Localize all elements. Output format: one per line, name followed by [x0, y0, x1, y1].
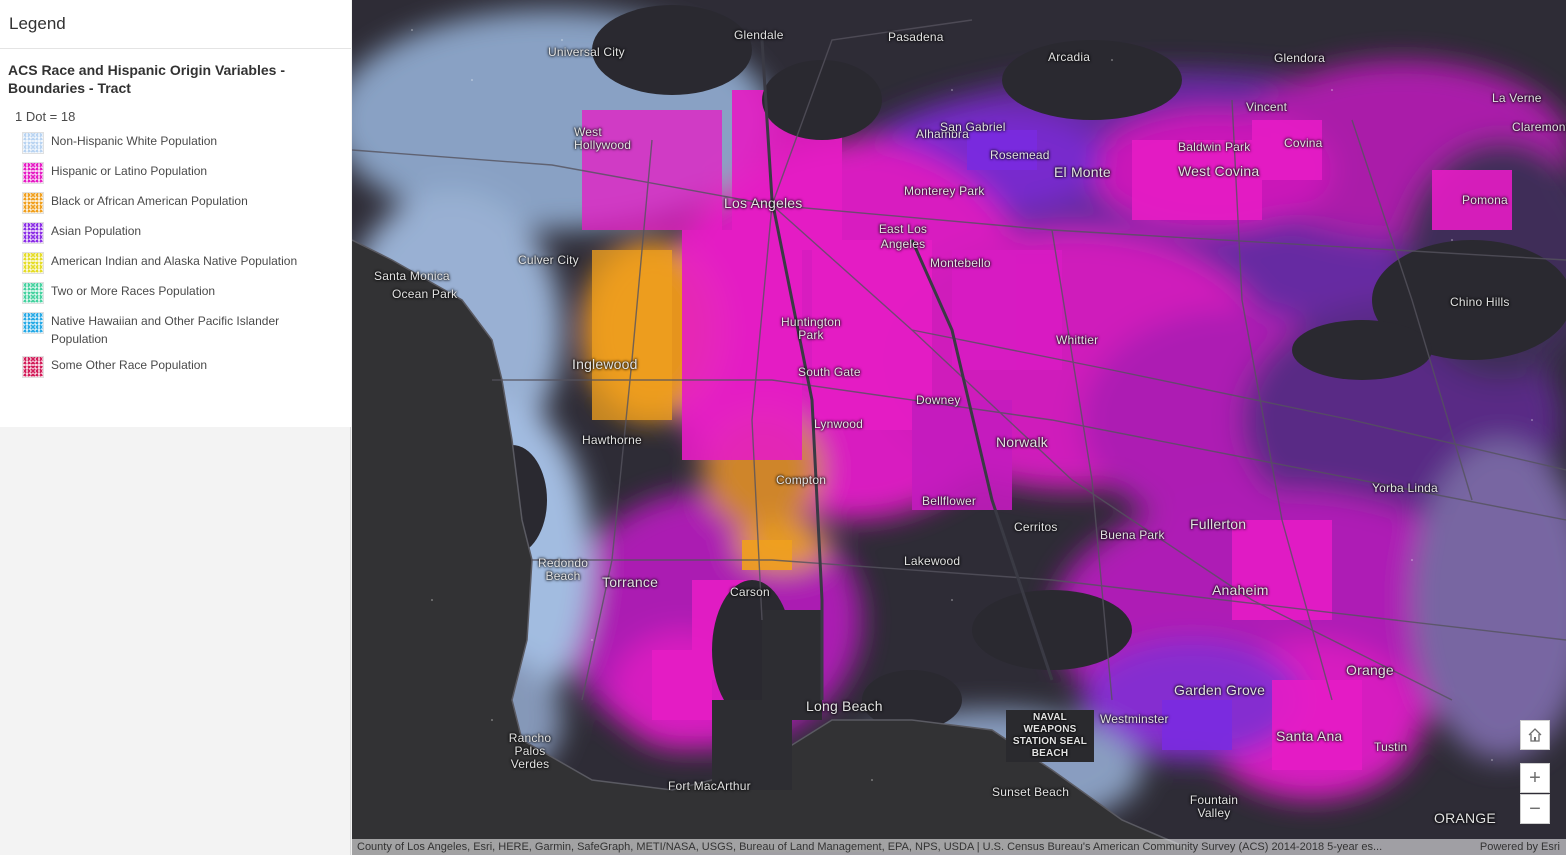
native-american-population-swatch: [22, 252, 44, 274]
place-label: Santa Ana: [1276, 728, 1343, 744]
place-label: Glendora: [1274, 51, 1325, 65]
legend-item: Black or African American Population: [22, 192, 351, 214]
powered-by-esri[interactable]: Powered by Esri: [1479, 841, 1560, 853]
zoom-out-button[interactable]: −: [1520, 794, 1550, 824]
place-label: Long Beach: [806, 698, 883, 714]
pacific-islander-population-swatch: [22, 312, 44, 334]
place-label: South Gate: [798, 365, 861, 379]
place-label: West Hollywood: [574, 125, 632, 152]
place-label: Downey: [916, 393, 961, 407]
place-label: Rancho Palos Verdes: [508, 731, 552, 771]
legend-item: Some Other Race Population: [22, 356, 351, 378]
legend-item: Non-Hispanic White Population: [22, 132, 351, 154]
place-label: Garden Grove: [1174, 682, 1266, 698]
legend-item-label: American Indian and Alaska Native Popula…: [51, 254, 298, 268]
other-race-population-swatch: [22, 356, 44, 378]
legend-item: Native Hawaiian and Other Pacific Island…: [22, 312, 351, 348]
legend-item: Hispanic or Latino Population: [22, 162, 351, 184]
place-label: Vincent: [1246, 100, 1288, 114]
place-label: Fullerton: [1190, 516, 1247, 532]
place-label: Los Angeles: [724, 195, 803, 211]
asian-population-swatch: [22, 222, 44, 244]
basemap: [352, 0, 1566, 855]
place-label: Santa Monica: [374, 269, 450, 283]
place-label: Pasadena: [888, 30, 944, 44]
place-label: Covina: [1284, 136, 1323, 150]
legend-item-label: Black or African American Population: [51, 194, 248, 208]
place-label: La Verne: [1492, 91, 1542, 105]
legend-list: Non-Hispanic White Population Hispanic o…: [0, 124, 351, 378]
place-label: Whittier: [1056, 333, 1099, 347]
place-label: Rosemead: [990, 148, 1050, 162]
place-label: Westminster: [1100, 712, 1169, 726]
legend-header: Legend: [0, 0, 351, 49]
place-label: Fort MacArthur: [668, 779, 751, 793]
place-label: Chino Hills: [1450, 295, 1510, 309]
legend-item: Two or More Races Population: [22, 282, 351, 304]
place-label: Universal City: [548, 45, 625, 59]
layer-title: ACS Race and Hispanic Origin Variables -…: [8, 62, 285, 96]
place-label: Compton: [776, 473, 827, 487]
legend-item-label: Native Hawaiian and Other Pacific Island…: [51, 314, 280, 346]
place-label: Norwalk: [996, 434, 1048, 450]
place-label: Tustin: [1374, 740, 1408, 754]
place-label: Alhambra: [916, 127, 969, 141]
map-view[interactable]: Glendale Pasadena Universal City Arcadia…: [352, 0, 1566, 855]
place-label: Ocean Park: [392, 287, 458, 301]
legend-item-label: Some Other Race Population: [51, 358, 208, 372]
legend-item: Asian Population: [22, 222, 351, 244]
place-label: Inglewood: [572, 356, 638, 372]
place-label: Buena Park: [1100, 528, 1165, 542]
place-label: West Covina: [1178, 163, 1260, 179]
place-label: Anaheim: [1212, 582, 1269, 598]
place-label: ORANGE: [1434, 810, 1496, 826]
legend-card: Legend ACS Race and Hispanic Origin Vari…: [0, 0, 351, 427]
place-label: Lynwood: [814, 417, 863, 431]
place-label: Torrance: [602, 574, 659, 590]
place-label: Culver City: [518, 253, 579, 267]
place-label: Glendale: [734, 28, 784, 42]
place-label: Lakewood: [904, 554, 961, 568]
place-label: Sunset Beach: [992, 785, 1070, 799]
naval-station-label: NAVAL WEAPONS STATION SEAL BEACH: [1006, 710, 1094, 762]
legend-panel: Legend ACS Race and Hispanic Origin Vari…: [0, 0, 351, 855]
place-label: East Los Angeles: [878, 222, 928, 251]
place-label: Pomona: [1462, 193, 1508, 207]
place-label: Cerritos: [1014, 520, 1058, 534]
legend-item-label: Asian Population: [51, 224, 142, 238]
place-label: Redondo Beach: [538, 556, 589, 583]
place-label: Monterey Park: [904, 184, 985, 198]
map-attribution: County of Los Angeles, Esri, HERE, Garmi…: [352, 839, 1566, 855]
legend-item-label: Hispanic or Latino Population: [51, 164, 208, 178]
black-population-swatch: [22, 192, 44, 214]
place-label: San Gabriel: [940, 120, 1006, 134]
place-label: El Monte: [1054, 164, 1111, 180]
legend-item-label: Two or More Races Population: [51, 284, 216, 298]
place-label: Fountain Valley: [1189, 793, 1239, 820]
white-population-swatch: [22, 132, 44, 154]
hispanic-population-swatch: [22, 162, 44, 184]
place-label: Claremont: [1512, 120, 1566, 134]
place-label: Hawthorne: [582, 433, 642, 447]
place-label: Carson: [730, 585, 770, 599]
zoom-in-button[interactable]: +: [1520, 763, 1550, 793]
home-icon: [1528, 728, 1542, 742]
place-label: Arcadia: [1048, 50, 1091, 64]
legend-item-label: Non-Hispanic White Population: [51, 134, 218, 148]
dot-value-label: 1 Dot = 18: [15, 109, 76, 124]
two-or-more-races-swatch: [22, 282, 44, 304]
place-label: Orange: [1346, 662, 1394, 678]
place-label: Baldwin Park: [1178, 140, 1251, 154]
attribution-text: County of Los Angeles, Esri, HERE, Garmi…: [357, 841, 1383, 853]
home-button[interactable]: [1520, 720, 1550, 750]
place-label: Montebello: [930, 256, 991, 270]
place-label: Yorba Linda: [1372, 481, 1438, 495]
place-label: Huntington Park: [780, 315, 842, 342]
place-label: Bellflower: [922, 494, 977, 508]
legend-item: American Indian and Alaska Native Popula…: [22, 252, 351, 274]
